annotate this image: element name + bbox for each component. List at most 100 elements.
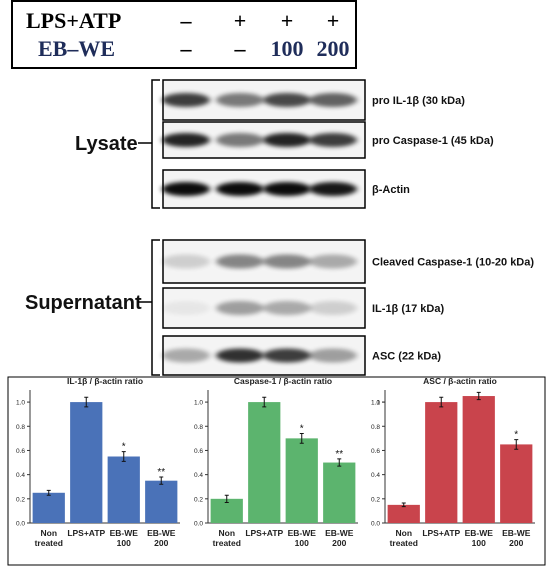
band — [309, 182, 357, 196]
y-tick-label: 1 — [376, 400, 380, 407]
group-label: Lysate — [75, 133, 138, 155]
y-tick-label: 0.6 — [16, 448, 25, 455]
bar — [248, 402, 281, 523]
x-tick-label: LPS+ATP — [422, 528, 461, 538]
band — [162, 182, 210, 196]
bar — [145, 480, 178, 523]
band — [263, 133, 311, 147]
x-tick-label: EB-WE 100 — [287, 528, 316, 548]
significance: ** — [335, 449, 343, 460]
band — [309, 254, 357, 269]
error-bar — [299, 433, 304, 444]
y-tick-label: 0.8 — [371, 424, 380, 431]
error-bar — [224, 494, 229, 503]
error-bar — [84, 396, 89, 408]
treatment-cell: + — [327, 8, 340, 33]
band — [309, 348, 357, 363]
treatment-label: EB–WE — [38, 36, 115, 61]
error-bar — [262, 396, 267, 408]
band — [162, 93, 210, 107]
band — [216, 254, 264, 269]
y-tick-label: 1.0 — [194, 400, 203, 407]
band — [216, 133, 264, 147]
significance: * — [122, 442, 126, 453]
bar — [107, 456, 140, 523]
treatment-box — [11, 0, 357, 69]
treatment-cell: + — [234, 8, 247, 33]
treatment-label: LPS+ATP — [26, 8, 121, 33]
treatment-cell: – — [180, 8, 193, 33]
band — [263, 301, 311, 315]
error-bar — [337, 458, 342, 467]
band — [263, 348, 311, 363]
bar — [70, 402, 103, 523]
blot-label: ASC (22 kDa) — [372, 351, 441, 363]
blot-label: IL-1β (17 kDa) — [372, 303, 444, 315]
bar — [500, 444, 533, 523]
blot-label: pro IL-1β (30 kDa) — [372, 95, 465, 107]
y-tick-label: 0.0 — [371, 521, 380, 528]
y-tick-label: 0.0 — [194, 521, 203, 528]
x-tick-label: LPS+ATP — [67, 528, 106, 538]
bar — [285, 438, 318, 523]
y-tick-label: 0.8 — [16, 424, 25, 431]
band — [309, 133, 357, 147]
band — [216, 348, 264, 363]
bracket — [138, 239, 160, 376]
x-tick-label: EB-WE 100 — [109, 528, 138, 548]
error-bar — [439, 396, 444, 408]
blot-label: β-Actin — [372, 184, 410, 196]
error-bar — [514, 439, 519, 450]
y-tick-label: 1.0 — [371, 400, 380, 407]
bracket — [138, 79, 160, 209]
y-tick-label: 0.6 — [194, 448, 203, 455]
blot-label: Cleaved Caspase-1 (10-20 kDa) — [372, 257, 534, 269]
band — [263, 93, 311, 107]
charts-box — [7, 376, 546, 566]
band — [162, 348, 210, 363]
x-tick-label: EB-WE 200 — [147, 528, 176, 548]
treatment-cell: – — [180, 36, 193, 61]
band — [162, 301, 210, 315]
y-tick-label: 0.6 — [371, 448, 380, 455]
band — [309, 93, 357, 107]
y-tick-label: 0.8 — [194, 424, 203, 431]
group-label: Supernatant — [25, 292, 142, 314]
significance: * — [300, 424, 304, 435]
treatment-cell: – — [234, 36, 247, 61]
treatment-cell: 200 — [317, 36, 350, 61]
chart-title: ASC / β-actin ratio — [423, 376, 497, 386]
bar — [425, 402, 458, 523]
chart-title: Caspase-1 / β-actin ratio — [234, 376, 332, 386]
treatment-cell: 100 — [271, 36, 304, 61]
significance: ** — [157, 467, 165, 478]
y-tick-label: 0.4 — [16, 472, 25, 479]
y-tick-label: 0.4 — [371, 472, 380, 479]
error-bar — [46, 489, 51, 496]
x-tick-label: EB-WE 200 — [325, 528, 354, 548]
y-tick-label: 0.4 — [194, 472, 203, 479]
bar — [32, 492, 65, 523]
x-tick-label: LPS+ATP — [245, 528, 284, 538]
bar — [323, 462, 356, 523]
significance: * — [514, 430, 518, 441]
band — [263, 254, 311, 269]
band — [263, 182, 311, 196]
x-tick-label: EB-WE 200 — [502, 528, 531, 548]
x-tick-label: EB-WE 100 — [464, 528, 493, 548]
error-bar — [121, 451, 126, 462]
bar — [387, 504, 420, 523]
band — [309, 301, 357, 315]
x-tick-label: Non treated — [34, 528, 63, 548]
error-bar — [401, 502, 406, 508]
error-bar — [476, 391, 481, 401]
error-bar — [159, 476, 164, 485]
x-tick-label: Non treated — [389, 528, 418, 548]
band — [162, 254, 210, 269]
y-tick-label: 0.2 — [194, 496, 203, 503]
y-tick-label: 1.0 — [16, 400, 25, 407]
blot-label: pro Caspase-1 (45 kDa) — [372, 135, 494, 147]
band — [216, 301, 264, 315]
